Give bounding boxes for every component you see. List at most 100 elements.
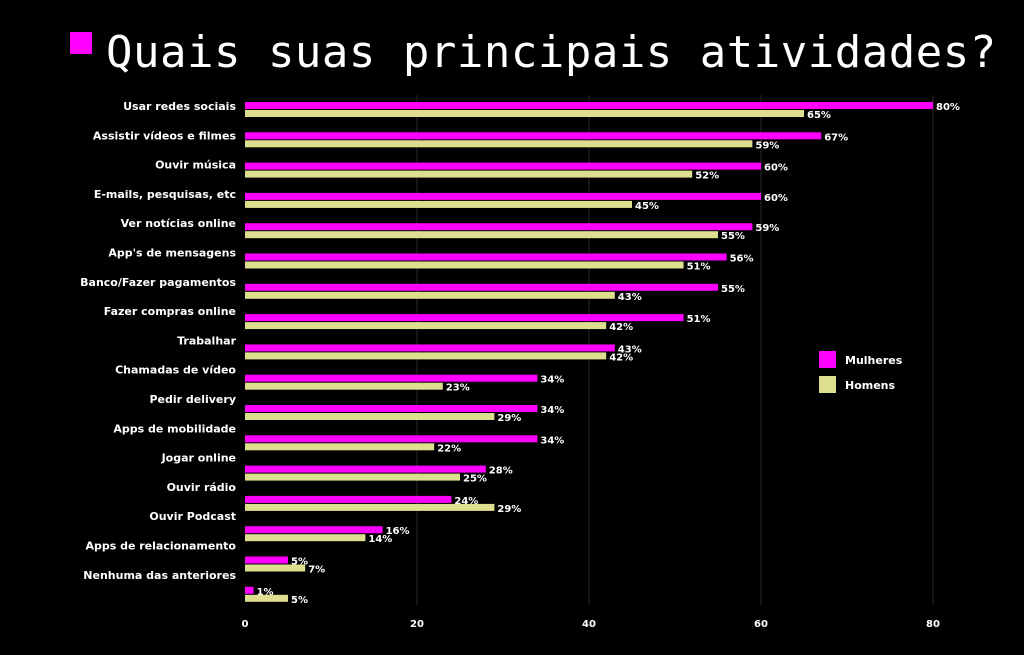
category-label-14: Ouvir Podcast (149, 510, 236, 523)
legend-label-mulheres: Mulheres (845, 354, 903, 367)
value-label-mulheres-5: 56% (730, 254, 754, 265)
bar-mulheres-1 (245, 132, 822, 140)
category-label-11: Apps de mobilidade (113, 422, 236, 435)
value-label-mulheres-4: 59% (755, 223, 779, 234)
bar-mulheres-14 (245, 526, 383, 534)
page-title: Quais suas principais atividades? (106, 26, 997, 78)
x-tick-40: 40 (582, 619, 596, 630)
value-label-mulheres-8: 43% (618, 344, 642, 355)
value-label-mulheres-10: 34% (540, 405, 564, 416)
value-label-mulheres-12: 28% (489, 466, 513, 477)
bar-homens-1 (245, 140, 753, 148)
value-label-homens-12: 25% (463, 474, 487, 485)
bar-homens-4 (245, 231, 718, 239)
bar-homens-11 (245, 443, 435, 451)
value-label-homens-2: 52% (695, 171, 719, 182)
value-label-homens-14: 14% (368, 534, 392, 545)
bar-mulheres-10 (245, 405, 538, 412)
value-label-mulheres-2: 60% (764, 163, 788, 174)
category-label-3: E-mails, pesquisas, etc (94, 188, 236, 201)
x-tick-20: 20 (410, 619, 424, 630)
value-label-homens-7: 42% (609, 322, 633, 333)
value-label-mulheres-0: 80% (936, 102, 960, 113)
bar-homens-16 (245, 594, 288, 602)
legend: Mulheres Homens (819, 351, 903, 393)
value-label-mulheres-14: 16% (386, 526, 410, 537)
value-label-homens-1: 59% (755, 140, 779, 151)
value-label-homens-6: 43% (618, 292, 642, 303)
category-label-4: Ver notícias online (121, 217, 236, 230)
bar-homens-9 (245, 382, 443, 390)
bar-mulheres-5 (245, 253, 727, 261)
value-label-homens-10: 29% (497, 413, 521, 424)
value-label-homens-4: 55% (721, 231, 745, 242)
value-label-mulheres-11: 34% (540, 435, 564, 446)
bar-mulheres-0 (245, 102, 933, 109)
value-label-mulheres-9: 34% (540, 375, 564, 386)
value-label-mulheres-7: 51% (687, 314, 711, 325)
value-label-homens-15: 7% (308, 565, 325, 576)
bar-mulheres-11 (245, 435, 538, 443)
bar-mulheres-3 (245, 192, 761, 200)
value-label-mulheres-15: 5% (291, 557, 308, 568)
x-tick-0: 0 (242, 619, 249, 630)
category-label-1: Assistir vídeos e filmes (93, 129, 237, 142)
bar-homens-10 (245, 413, 495, 420)
value-label-mulheres-3: 60% (764, 193, 788, 204)
bar-mulheres-15 (245, 556, 288, 564)
value-label-homens-3: 45% (635, 201, 659, 212)
category-label-7: Fazer compras online (104, 305, 236, 318)
bar-mulheres-8 (245, 344, 615, 352)
value-label-mulheres-16: 1% (257, 587, 274, 598)
title-area: Quais suas principais atividades? (70, 22, 997, 82)
bar-mulheres-2 (245, 162, 761, 170)
bar-mulheres-6 (245, 283, 718, 291)
category-label-15: Apps de relacionamento (85, 540, 236, 553)
value-label-homens-0: 65% (807, 110, 831, 121)
bar-mulheres-13 (245, 495, 452, 503)
category-label-12: Jogar online (161, 452, 236, 465)
bar-mulheres-16 (245, 586, 254, 594)
legend-swatch-mulheres (819, 351, 836, 368)
bar-homens-6 (245, 291, 615, 299)
title-square-icon (70, 32, 92, 54)
bar-homens-15 (245, 564, 306, 572)
value-label-homens-16: 5% (291, 595, 308, 606)
value-label-homens-13: 29% (497, 504, 521, 515)
category-label-0: Usar redes sociais (123, 100, 236, 113)
legend-label-homens: Homens (845, 379, 896, 392)
bar-homens-7 (245, 322, 607, 330)
bar-homens-2 (245, 170, 693, 178)
category-label-5: App's de mensagens (108, 247, 236, 260)
category-label-10: Pedir delivery (149, 393, 236, 406)
bar-homens-12 (245, 473, 460, 481)
bar-homens-0 (245, 110, 804, 117)
x-tick-80: 80 (926, 619, 940, 630)
value-label-homens-11: 22% (437, 443, 461, 454)
bar-homens-5 (245, 261, 684, 269)
category-label-6: Banco/Fazer pagamentos (80, 276, 236, 289)
bar-mulheres-7 (245, 314, 684, 322)
legend-swatch-homens (819, 376, 836, 393)
bars: 80% 65% 67% 59% 60% 52% 60% 45% 59% 55% 56% 51% 55% 4… (245, 102, 960, 606)
x-tick-60: 60 (754, 619, 768, 630)
value-label-mulheres-13: 24% (454, 496, 478, 507)
bar-homens-8 (245, 352, 607, 360)
value-label-homens-5: 51% (687, 262, 711, 273)
category-label-9: Chamadas de vídeo (115, 364, 236, 377)
category-label-2: Ouvir música (155, 159, 236, 172)
bar-homens-13 (245, 503, 495, 511)
bar-mulheres-9 (245, 374, 538, 382)
x-axis-ticks: 0 20 40 60 80 (242, 619, 940, 630)
value-label-homens-8: 42% (609, 352, 633, 363)
bar-mulheres-4 (245, 223, 753, 231)
value-label-mulheres-6: 55% (721, 284, 745, 295)
category-labels: Usar redes sociais Assistir vídeos e film… (80, 100, 236, 582)
value-label-mulheres-1: 67% (824, 132, 848, 143)
value-label-homens-9: 23% (446, 383, 470, 394)
bar-homens-14 (245, 534, 366, 542)
category-label-8: Trabalhar (177, 334, 236, 347)
category-label-16: Nenhuma das anteriores (83, 569, 236, 582)
category-label-13: Ouvir rádio (167, 481, 237, 494)
